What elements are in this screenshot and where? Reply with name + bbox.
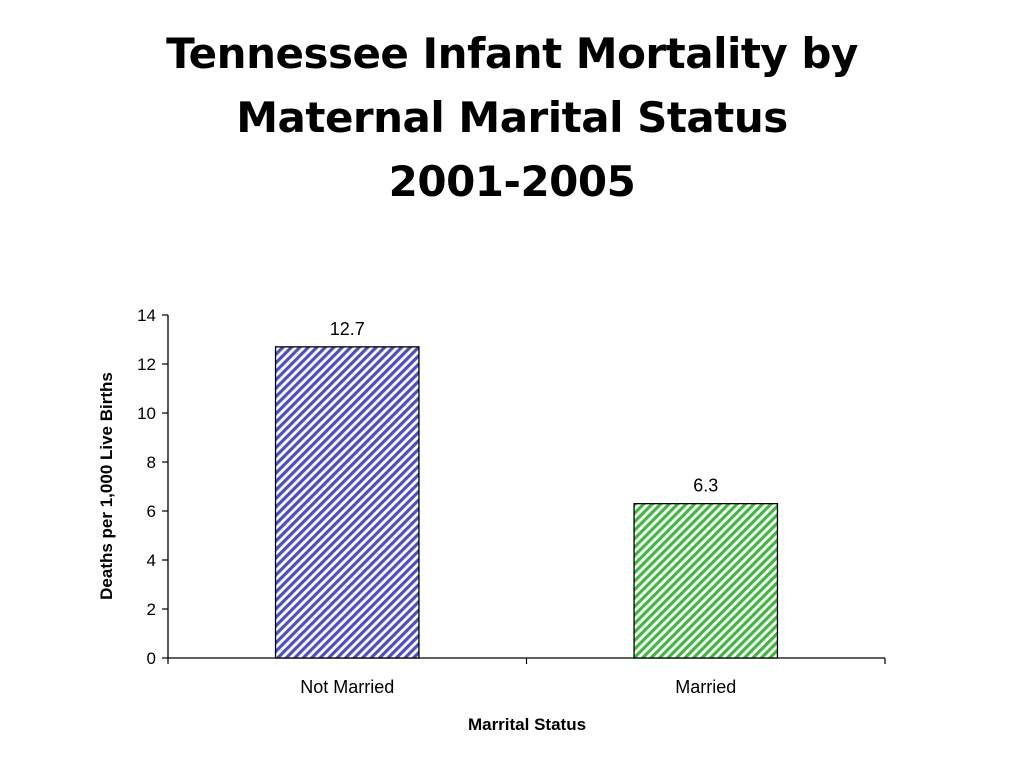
- x-axis-label: Marrital Status: [468, 715, 586, 734]
- category-label: Not Married: [300, 677, 394, 697]
- title-line-2: Maternal Marital Status: [236, 93, 788, 142]
- y-tick-label: 4: [147, 551, 156, 570]
- bars: [274, 346, 779, 659]
- y-tick-label: 8: [147, 453, 156, 472]
- slide-title: Tennessee Infant Mortality by Maternal M…: [0, 22, 1024, 214]
- bar-married: [633, 502, 779, 659]
- labels: 12.7 Not Married 6.3 Married: [300, 319, 736, 697]
- y-tick-label: 10: [137, 404, 156, 423]
- data-label: 6.3: [693, 476, 718, 496]
- y-axis-label: Deaths per 1,000 Live Births: [97, 372, 116, 600]
- y-tick-label: 12: [137, 355, 156, 374]
- title-line-3: 2001-2005: [388, 157, 636, 206]
- y-tick-label: 2: [147, 600, 156, 619]
- bar-not-married: [274, 346, 420, 659]
- y-tick-label: 6: [147, 502, 156, 521]
- data-label: 12.7: [330, 319, 365, 339]
- y-tick-label: 0: [147, 649, 156, 668]
- title-line-1: Tennessee Infant Mortality by: [166, 29, 858, 78]
- category-label: Married: [675, 677, 736, 697]
- y-tick-label: 14: [137, 306, 156, 325]
